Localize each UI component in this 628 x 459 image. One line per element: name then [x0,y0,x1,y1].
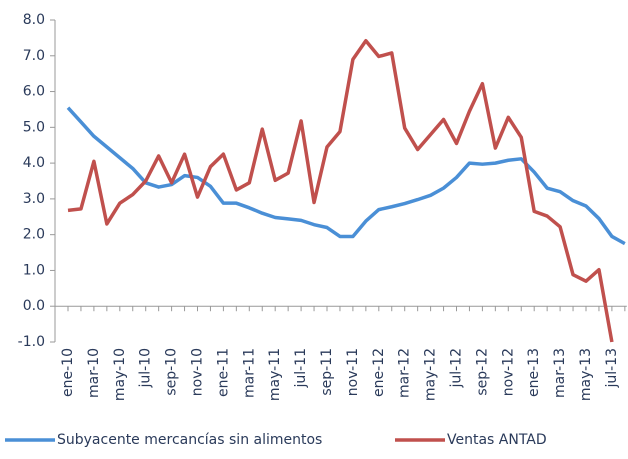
x-tick-label: jul-11 [293,348,309,389]
x-tick-label: may-10 [112,348,128,401]
series-line [66,106,626,246]
x-tick-label: may-13 [578,348,594,401]
x-tick-label: mar-11 [241,348,257,398]
x-tick-label: nov-12 [500,348,516,396]
x-tick-label: may-12 [423,348,439,401]
series-line [67,39,614,343]
y-tick-label: 7.0 [23,48,45,64]
x-tick-label: mar-12 [397,348,413,398]
y-tick-label: 4.0 [23,155,45,171]
y-tick-label: 1.0 [23,262,45,278]
x-tick-label: jul-12 [449,348,465,389]
x-tick-label: sep-12 [474,348,490,396]
x-tick-label: ene-11 [215,348,231,397]
y-tick-label: -1.0 [18,334,45,350]
legend-label: Ventas ANTAD [447,432,547,448]
x-tick-label: jul-13 [604,348,620,389]
y-tick-label: 6.0 [23,84,45,100]
y-tick-label: 3.0 [23,191,45,207]
x-tick-label: may-11 [267,348,283,401]
y-tick-label: 2.0 [23,227,45,243]
x-tick-label: ene-12 [371,348,387,397]
x-tick-label: mar-10 [86,348,102,398]
x-tick-label: sep-10 [164,348,180,396]
x-tick-label: nov-10 [190,348,206,396]
y-tick-label: 8.0 [23,12,45,28]
legend-label: Subyacente mercancías sin alimentos [57,432,322,448]
x-tick-label: nov-11 [345,348,361,396]
x-tick-label: jul-10 [138,348,154,389]
x-tick-label: ene-13 [526,348,542,397]
x-tick-label: sep-11 [319,348,335,396]
y-tick-label: 5.0 [23,119,45,135]
y-tick-label: 0.0 [23,298,45,314]
x-tick-label: ene-10 [60,348,76,397]
x-tick-label: mar-13 [552,348,568,398]
